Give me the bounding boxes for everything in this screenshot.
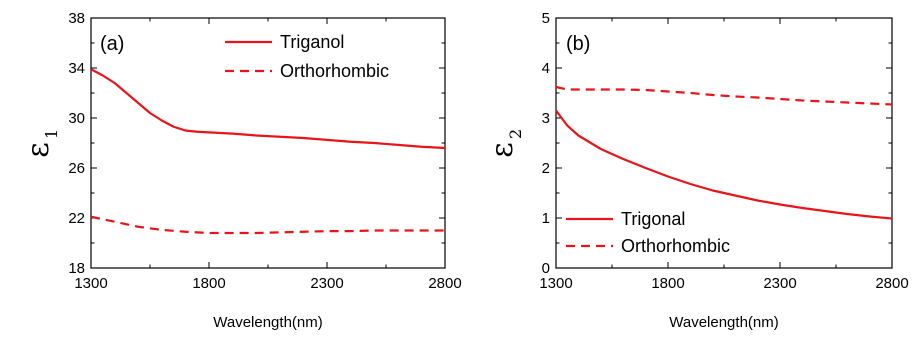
y-axis-label: ε1: [21, 129, 61, 158]
panel-a: 1300 1800 2300 2800 18 22 26 30 34 38 Wavelength(n…: [21, 10, 462, 331]
legend-label: Trigonal: [621, 209, 685, 229]
y-axis-label: ε2: [485, 129, 525, 158]
y-tick-label: 0: [542, 260, 550, 277]
x-axis-label: Wavelength(nm): [213, 314, 322, 331]
y-axis-symbol: ε: [485, 142, 520, 158]
y-tick-label: 5: [542, 10, 550, 27]
x-tick-label: 1800: [651, 275, 684, 292]
y-tick-label: 1: [542, 210, 550, 227]
y-tick-label: 34: [68, 60, 85, 77]
legend: Trigonal Orthorhombic: [566, 209, 730, 256]
y-axis-subscript: 2: [506, 129, 525, 139]
y-axis-symbol: ε: [21, 142, 56, 158]
y-tick-label: 2: [542, 160, 550, 177]
x-tick-label: 1300: [74, 275, 107, 292]
series-line-dashed: [90, 215, 445, 235]
y-tick-label: 18: [68, 260, 85, 277]
x-tick-label: 2300: [310, 275, 343, 292]
series-line-dashed: [555, 85, 893, 106]
y-tick-label: 3: [542, 110, 550, 127]
series-line-solid: [555, 109, 893, 220]
y-tick-label: 38: [68, 10, 85, 27]
legend-label: Triganol: [280, 32, 344, 52]
y-tick-label: 22: [68, 210, 85, 227]
panel-label: (b): [566, 33, 590, 55]
panel-b: 1300 1800 2300 2800012345Wavelength(nm)ε2(b…: [485, 10, 909, 331]
x-tick-label: 1300: [539, 275, 572, 292]
series-line-solid: [90, 68, 446, 150]
y-tick-label: 30: [68, 110, 85, 127]
x-tick-label: 2800: [428, 275, 461, 292]
y-tick-label: 4: [542, 60, 550, 77]
panel-label: (a): [100, 33, 124, 55]
y-tick-label: 26: [68, 160, 85, 177]
legend-label: Orthorhombic: [280, 61, 389, 81]
y-axis-subscript: 1: [42, 129, 61, 139]
x-axis-label: Wavelength(nm): [669, 314, 778, 331]
legend: Triganol Orthorhombic: [225, 32, 389, 81]
x-tick-label: 2300: [763, 275, 796, 292]
x-tick-label: 2800: [875, 275, 908, 292]
x-tick-label: 1800: [192, 275, 225, 292]
plot-frame: [555, 17, 893, 269]
legend-label: Orthorhombic: [621, 236, 730, 256]
